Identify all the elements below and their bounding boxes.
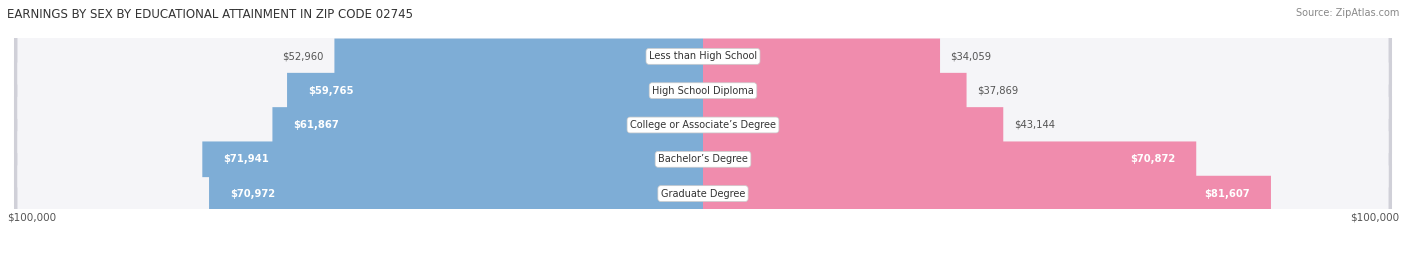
Text: $34,059: $34,059 — [950, 51, 991, 61]
Text: Graduate Degree: Graduate Degree — [661, 189, 745, 199]
FancyBboxPatch shape — [17, 165, 1389, 222]
FancyBboxPatch shape — [703, 107, 1004, 143]
FancyBboxPatch shape — [703, 39, 941, 74]
FancyBboxPatch shape — [17, 97, 1389, 153]
Text: $70,972: $70,972 — [231, 189, 276, 199]
FancyBboxPatch shape — [703, 176, 1271, 211]
FancyBboxPatch shape — [209, 176, 703, 211]
FancyBboxPatch shape — [17, 28, 1389, 84]
Text: $81,607: $81,607 — [1205, 189, 1250, 199]
Text: $37,869: $37,869 — [977, 86, 1018, 96]
Text: Bachelor’s Degree: Bachelor’s Degree — [658, 154, 748, 164]
FancyBboxPatch shape — [287, 73, 703, 109]
FancyBboxPatch shape — [14, 62, 1392, 120]
Text: $59,765: $59,765 — [308, 86, 353, 96]
FancyBboxPatch shape — [17, 131, 1389, 187]
FancyBboxPatch shape — [14, 131, 1392, 188]
FancyBboxPatch shape — [703, 73, 966, 109]
Text: $43,144: $43,144 — [1014, 120, 1054, 130]
Text: High School Diploma: High School Diploma — [652, 86, 754, 96]
Text: $100,000: $100,000 — [7, 213, 56, 222]
Text: $71,941: $71,941 — [224, 154, 269, 164]
FancyBboxPatch shape — [14, 165, 1392, 222]
Text: $61,867: $61,867 — [294, 120, 339, 130]
FancyBboxPatch shape — [14, 28, 1392, 85]
Text: Less than High School: Less than High School — [650, 51, 756, 61]
Text: Source: ZipAtlas.com: Source: ZipAtlas.com — [1295, 8, 1399, 18]
Text: College or Associate’s Degree: College or Associate’s Degree — [630, 120, 776, 130]
Text: $70,872: $70,872 — [1130, 154, 1175, 164]
FancyBboxPatch shape — [703, 142, 1197, 177]
FancyBboxPatch shape — [202, 142, 703, 177]
FancyBboxPatch shape — [273, 107, 703, 143]
Text: EARNINGS BY SEX BY EDUCATIONAL ATTAINMENT IN ZIP CODE 02745: EARNINGS BY SEX BY EDUCATIONAL ATTAINMEN… — [7, 8, 413, 21]
Text: $100,000: $100,000 — [1350, 213, 1399, 222]
FancyBboxPatch shape — [17, 62, 1389, 119]
FancyBboxPatch shape — [14, 96, 1392, 154]
Text: $52,960: $52,960 — [283, 51, 323, 61]
FancyBboxPatch shape — [335, 39, 703, 74]
